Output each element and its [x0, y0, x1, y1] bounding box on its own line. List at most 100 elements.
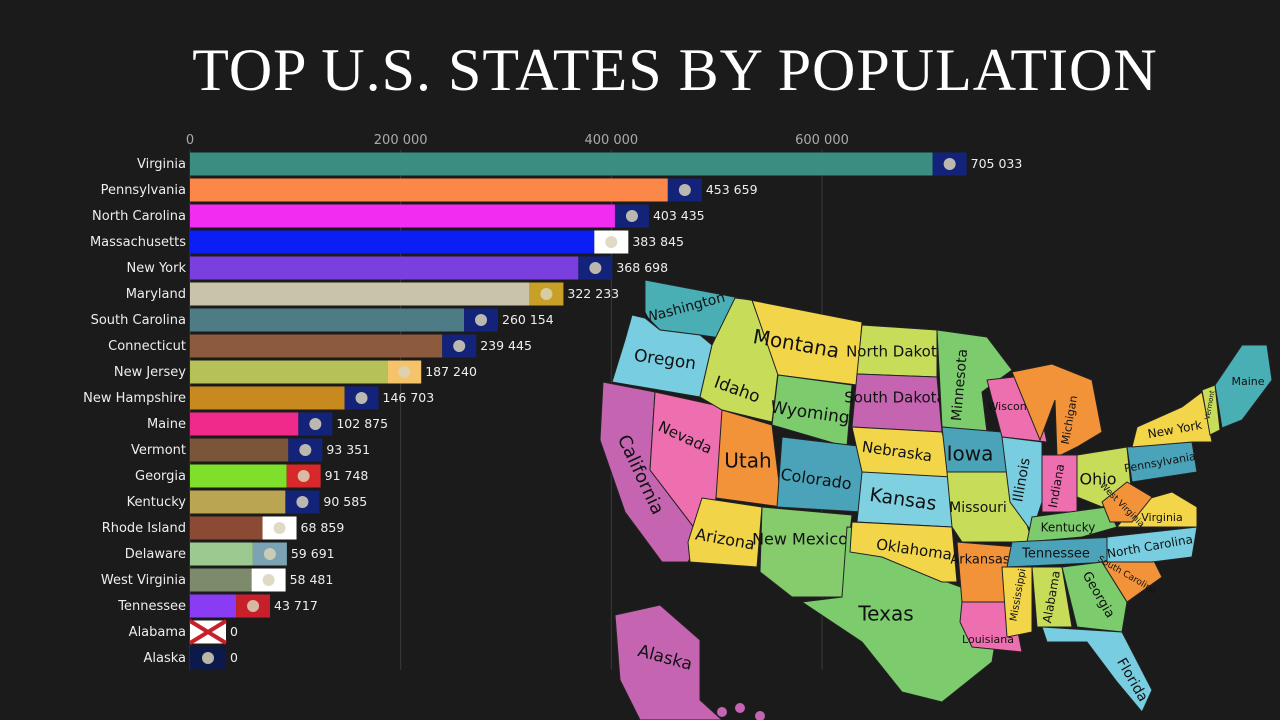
map-state-north-carolina: North Carolina	[1106, 526, 1198, 563]
category-label: New Hampshire	[83, 391, 186, 406]
value-label: 260 154	[502, 312, 554, 327]
category-label: New Jersey	[114, 365, 186, 380]
state-label: New Mexico	[752, 530, 848, 549]
bar-row: Alabama 0	[129, 619, 238, 645]
flag-seal	[299, 444, 312, 456]
bar	[190, 230, 595, 254]
category-label: Virginia	[137, 157, 186, 172]
map-state-florida: Florida	[1041, 626, 1153, 713]
state-shape	[1061, 561, 1128, 633]
category-label: Vermont	[131, 443, 186, 458]
bar-row: North Carolina 403 435	[92, 204, 705, 228]
flag-seal	[247, 600, 260, 612]
map-state-new-mexico: New Mexico	[752, 506, 853, 598]
bar-row: Massachusetts 383 845	[90, 230, 684, 254]
x-tick-label: 0	[186, 133, 194, 148]
category-label: Kentucky	[127, 495, 187, 510]
bar-row: Pennsylvania 453 659	[101, 178, 758, 202]
bar	[190, 308, 465, 332]
bar-row: New Hampshire 146 703	[83, 386, 434, 410]
state-label: Missouri	[949, 500, 1007, 516]
value-label: 368 698	[616, 260, 668, 275]
bar-row: Vermont 93 351	[131, 438, 370, 462]
bar	[190, 178, 668, 202]
category-label: Maryland	[126, 287, 186, 302]
bar-row: South Carolina 260 154	[91, 308, 554, 332]
flag-seal	[309, 418, 322, 430]
value-label: 90 585	[323, 494, 367, 509]
hawaii-island	[717, 707, 727, 717]
value-label: 403 435	[653, 208, 705, 223]
map-state-colorado: Colorado	[776, 436, 867, 513]
state-shape	[1106, 526, 1198, 563]
state-label: Virginia	[1141, 511, 1182, 524]
flag-seal	[263, 548, 276, 560]
category-label: North Carolina	[92, 209, 186, 224]
map-state-indiana: Indiana	[1041, 454, 1078, 513]
state-shape	[687, 497, 763, 568]
flag-seal	[262, 574, 275, 586]
value-label: 102 875	[336, 416, 388, 431]
bar	[190, 152, 933, 176]
map-state-alaska: Alaska	[614, 604, 723, 720]
value-label: 91 748	[325, 468, 369, 483]
map-state-arkansas: Arkansas	[950, 541, 1018, 603]
category-label: Georgia	[135, 469, 186, 484]
map-state-pennsylvania: Pennsylvania	[1123, 441, 1198, 483]
flag-seal	[296, 496, 309, 508]
bar	[190, 490, 286, 514]
state-label: Ohio	[1080, 470, 1117, 489]
category-label: South Carolina	[91, 313, 186, 328]
state-shape	[1011, 363, 1103, 458]
hawaii-island	[755, 711, 765, 720]
bar-row: Virginia 705 033	[137, 152, 1022, 176]
value-label: 0	[230, 624, 238, 639]
state-shape	[1201, 384, 1221, 436]
state-label: Kentucky	[1041, 521, 1096, 535]
bar	[190, 360, 388, 384]
bar-row: Kentucky 90 585	[127, 490, 367, 514]
bar-row: Rhode Island 68 859	[102, 516, 345, 540]
bar	[190, 204, 615, 228]
map-state-new-york: New York	[1131, 391, 1213, 448]
map-state-vermont: Vermont	[1201, 384, 1221, 436]
state-label: Louisiana	[962, 633, 1014, 646]
value-label: 68 859	[301, 520, 345, 535]
bar-row: Maryland 322 233	[126, 282, 619, 306]
flag-seal	[475, 314, 488, 326]
map-state-georgia: Georgia	[1061, 561, 1128, 633]
category-label: Pennsylvania	[101, 183, 186, 198]
map-state-michigan: Michigan	[1011, 363, 1103, 458]
category-label: New York	[126, 261, 186, 276]
state-label: South Dakota	[844, 389, 946, 407]
value-label: 43 717	[274, 598, 318, 613]
bar-row: Maine 102 875	[147, 412, 388, 436]
bar-row: Alaska 0	[143, 646, 238, 670]
bar	[190, 594, 237, 618]
map-state-virginia: Virginia	[1115, 491, 1198, 528]
state-shape	[759, 506, 853, 598]
x-tick-label: 600 000	[795, 133, 849, 148]
flag-seal	[297, 470, 310, 482]
map-state-kansas: Kansas	[856, 471, 953, 528]
map-state-washington: Washington	[643, 279, 741, 341]
map-state-maine: Maine	[1214, 344, 1273, 429]
map-state-alabama: Alabama	[1031, 566, 1073, 628]
category-label: Tennessee	[117, 599, 186, 614]
value-label: 58 481	[290, 572, 334, 587]
state-label: Tennessee	[1021, 547, 1090, 562]
value-label: 453 659	[706, 182, 758, 197]
state-shape	[1031, 566, 1073, 628]
flag-seal	[273, 522, 286, 534]
bar-row: Tennessee 43 717	[117, 594, 318, 618]
state-label: Texas	[857, 602, 913, 626]
state-shape	[1214, 344, 1273, 429]
state-label: Illinois	[1010, 457, 1033, 504]
bar-row: Delaware 59 691	[125, 542, 335, 566]
category-label: West Virginia	[101, 573, 186, 588]
state-label: Maine	[1231, 375, 1264, 388]
state-shape	[1041, 626, 1153, 713]
category-label: Connecticut	[108, 339, 186, 354]
map-state-oregon: Oregon	[611, 314, 713, 398]
